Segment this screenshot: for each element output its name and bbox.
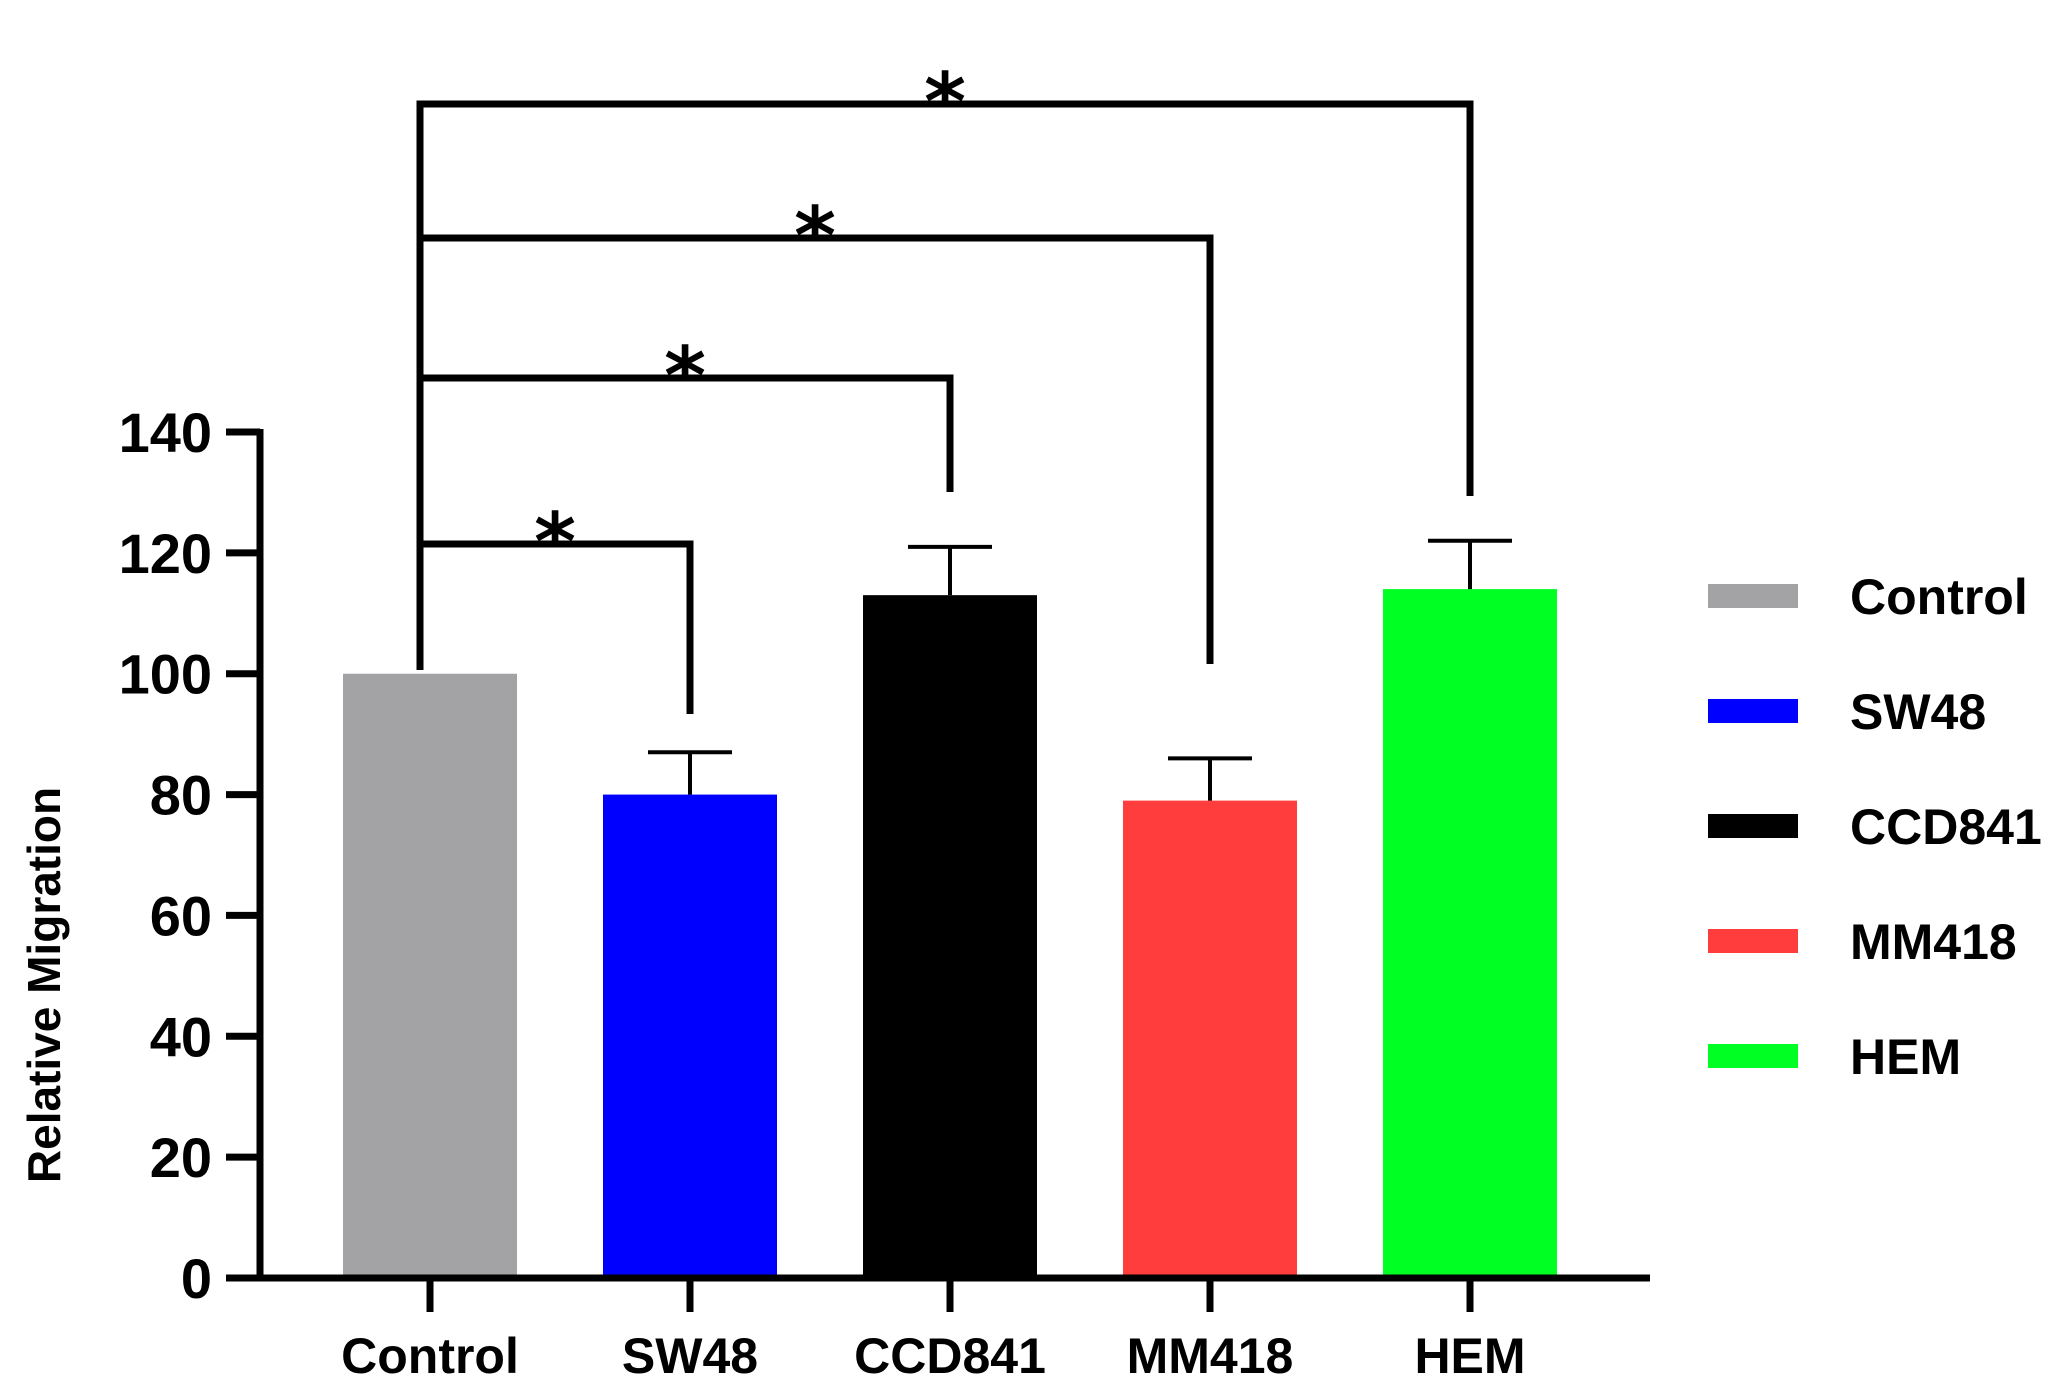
significance-star-ccd841: *: [664, 330, 706, 423]
bar-control: [343, 673, 517, 1278]
legend-swatch-control: [1708, 584, 1798, 608]
significance-star-mm418: *: [794, 190, 836, 283]
bar-ccd841: [863, 595, 1037, 1278]
y-tick-label-140: 140: [119, 401, 212, 464]
significance-brackets: * * * *: [416, 56, 1474, 714]
y-axis-label: Relative Migration: [18, 787, 70, 1183]
significance-bracket-mm418: *: [416, 190, 1214, 670]
legend-swatch-hem: [1708, 1044, 1798, 1068]
error-bar-ccd841: [908, 544, 992, 596]
y-tick-label-20: 20: [150, 1126, 212, 1189]
bar-hem: [1383, 589, 1557, 1278]
significance-star-hem: *: [924, 56, 966, 149]
legend-label-mm418: MM418: [1850, 914, 2017, 970]
legend-swatch-sw48: [1708, 699, 1798, 723]
y-tick-label-60: 60: [150, 884, 212, 947]
x-tick-label-ccd841: CCD841: [854, 1328, 1046, 1384]
error-bars-group: [648, 538, 1512, 801]
y-tick-labels: 0 20 40 60 80 100 120 140: [119, 401, 212, 1310]
x-tick-label-sw48: SW48: [622, 1328, 758, 1384]
y-tick-label-0: 0: [181, 1247, 212, 1310]
x-tick-label-mm418: MM418: [1127, 1328, 1294, 1384]
axes-group: [226, 428, 1650, 1312]
x-tick-label-control: Control: [341, 1328, 519, 1384]
significance-star-sw48: *: [534, 496, 576, 589]
y-tick-label-100: 100: [119, 643, 212, 706]
legend-label-sw48: SW48: [1850, 684, 1986, 740]
x-tick-labels: Control SW48 CCD841 MM418 HEM: [341, 1328, 1525, 1384]
legend-swatch-ccd841: [1708, 814, 1798, 838]
legend-label-control: Control: [1850, 569, 2028, 625]
significance-bracket-hem: *: [416, 56, 1474, 670]
bars-group: [343, 589, 1557, 1278]
error-bar-mm418: [1168, 756, 1252, 801]
legend: Control SW48 CCD841 MM418 HEM: [1708, 569, 2042, 1085]
y-tick-label-80: 80: [150, 764, 212, 827]
legend-swatch-mm418: [1708, 929, 1798, 953]
error-bar-hem: [1428, 538, 1512, 590]
bar-mm418: [1123, 800, 1297, 1278]
error-bar-sw48: [648, 750, 732, 795]
y-tick-label-40: 40: [150, 1005, 212, 1068]
y-tick-label-120: 120: [119, 522, 212, 585]
bar-sw48: [603, 794, 777, 1278]
legend-label-ccd841: CCD841: [1850, 799, 2042, 855]
legend-label-hem: HEM: [1850, 1029, 1961, 1085]
x-tick-label-hem: HEM: [1414, 1328, 1525, 1384]
